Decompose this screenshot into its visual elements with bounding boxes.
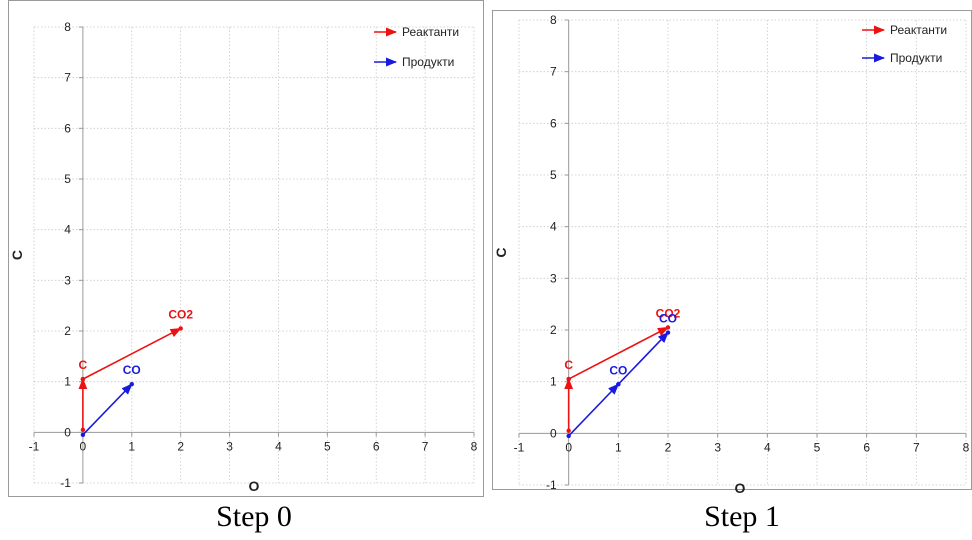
x-tick-label-2: 2 [177,439,184,453]
x-tick-label-4: 4 [764,440,771,454]
series-1-segment-0 [568,383,620,437]
series-0-point-1-start [80,376,86,382]
y-tick-label-7: 7 [64,71,71,85]
x-axis-title: O [249,478,260,494]
chart-frame [8,0,484,497]
x-tick-label-6: 6 [863,440,870,454]
y-tick-label-6: 6 [550,116,557,130]
chart-step-0: -1 0 1 2 3 4 5 6 7 8 -1 0 1 2 3 4 5 6 7 8 O C C CO2 CO Реактанти П… [8,0,484,497]
x-tick-label-8: 8 [963,440,970,454]
point-label-2: CO [123,363,141,377]
chart-step-1: -1 0 1 2 3 4 5 6 7 8-1012345678OCCCO2COCOРеактант… [492,10,972,496]
y-tick-label-5: 5 [550,168,557,182]
x-tick-label-1: 1 [615,440,622,454]
x-tick-label--1: -1 [29,439,40,453]
series-1-segment-0 [82,383,133,436]
y-tick-label--1: -1 [546,478,557,492]
y-tick-label-4: 4 [64,223,71,237]
chart-frame [492,10,972,490]
series-1-point-0-start [566,433,571,439]
x-tick-label-7: 7 [422,439,429,453]
x-tick-label--1: -1 [514,440,525,454]
series-0-point-0-start [80,427,86,432]
point-label-2: CO [609,363,627,377]
series-0-point-1-end [665,325,671,330]
x-tick-label-0: 0 [565,440,572,454]
y-tick-label-3: 3 [64,273,71,287]
y-axis-title: C [493,247,509,257]
x-tick-label-0: 0 [80,439,87,453]
y-tick-label-1: 1 [550,375,557,389]
point-label-3: CO [659,312,677,326]
series-1-point-0-end [129,382,134,387]
y-tick-label-2: 2 [550,323,557,337]
step-0-caption: Step 0 [216,500,292,533]
y-tick-label-5: 5 [64,172,71,186]
x-tick-label-4: 4 [275,439,282,453]
series-1-point-1-end [665,330,671,335]
series-1 [80,382,134,438]
point-label-0: C [79,358,88,372]
legend-label-1: Продукти [402,55,454,69]
y-tick-label-7: 7 [550,65,557,79]
series-0-point-1-end [178,326,183,331]
series-0-segment-1 [82,327,182,380]
point-label-0: C [564,358,573,372]
series-1-point-0-start [80,432,86,438]
x-tick-label-5: 5 [324,439,331,453]
y-tick-label-8: 8 [550,13,557,27]
x-tick-label-1: 1 [128,439,135,453]
y-tick-label-0: 0 [550,426,557,440]
legend-label-0: Реактанти [402,25,459,39]
x-axis-title: O [735,480,746,496]
series-0-point-0-start [566,428,571,433]
step-1-caption: Step 1 [704,500,780,533]
y-tick-label-3: 3 [550,271,557,285]
series-0 [564,325,671,433]
y-tick-label-1: 1 [64,375,71,389]
y-tick-label--1: -1 [60,476,71,490]
y-axis-title: C [9,250,25,260]
x-tick-label-2: 2 [665,440,672,454]
legend-label-0: Реактанти [890,23,947,37]
y-tick-label-8: 8 [64,20,71,34]
y-tick-label-6: 6 [64,121,71,135]
x-tick-label-3: 3 [226,439,233,453]
x-tick-label-7: 7 [913,440,920,454]
legend-label-1: Продукти [890,51,942,65]
series-1-point-1-start [616,382,621,387]
point-label-1: CO2 [656,306,681,320]
point-label-1: CO2 [168,307,193,321]
series-1 [566,330,671,439]
series-1-segment-1 [617,331,669,385]
legend-marker-0 [873,27,879,33]
series-0 [78,326,183,432]
y-tick-label-2: 2 [64,324,71,338]
legend-marker-1 [873,55,879,61]
legend-marker-0 [385,29,391,35]
y-tick-label-0: 0 [64,425,71,439]
x-tick-label-8: 8 [471,439,478,453]
series-0-segment-1 [568,326,669,380]
legend-marker-1 [385,59,391,65]
x-tick-label-5: 5 [814,440,821,454]
x-tick-label-3: 3 [714,440,721,454]
y-tick-label-4: 4 [550,220,557,234]
series-0-point-1-start [566,376,571,382]
x-tick-label-6: 6 [373,439,380,453]
